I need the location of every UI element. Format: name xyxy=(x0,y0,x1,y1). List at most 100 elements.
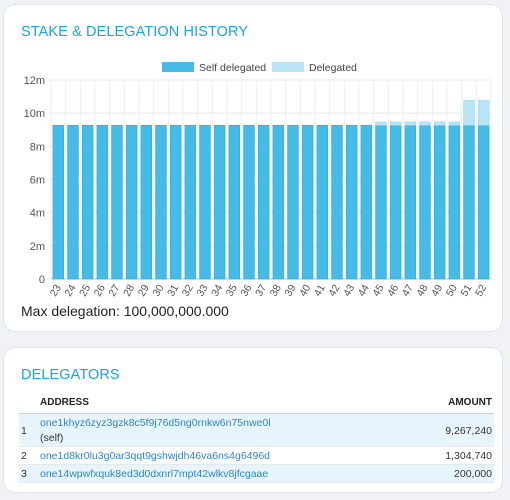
x-tick-label: 41 xyxy=(312,282,328,298)
x-tick-label: 34 xyxy=(209,282,225,298)
max-delegation-label: Max delegation: xyxy=(21,303,120,319)
bar-delegated xyxy=(433,121,446,126)
bar-self-delegated xyxy=(316,124,329,280)
x-tick-label: 31 xyxy=(165,282,181,298)
address-column-header: ADDRESS xyxy=(40,397,89,408)
x-tick-label: 23 xyxy=(48,282,64,298)
x-tick-label: 52 xyxy=(473,282,489,298)
x-tick-label: 42 xyxy=(326,282,342,298)
table-row: 1 one1khyz6zyz3gzk8c5f9j76d5ng0rnkw6n75n… xyxy=(19,414,494,447)
bar-self-delegated xyxy=(375,124,387,280)
y-tick-label: 6m xyxy=(30,175,45,187)
y-tick-label: 12m xyxy=(24,75,45,87)
x-tick-label: 37 xyxy=(253,282,269,298)
legend-label-self-delegated: Self delegated xyxy=(199,62,266,74)
bar-self-delegated xyxy=(52,124,65,280)
bar-self-delegated xyxy=(360,124,373,280)
x-tick-label: 29 xyxy=(136,282,152,298)
stake-history-card: STAKE & DELEGATION HISTORY 0 2m 4m 6m 8m 10m 1… xyxy=(3,4,503,332)
bar-self-delegated xyxy=(96,124,109,280)
legend-swatch-self-delegated xyxy=(162,62,194,72)
bar-self-delegated xyxy=(301,124,314,280)
amount-column-header: AMOUNT xyxy=(448,397,492,408)
delegator-amount: 200,000 xyxy=(454,468,492,480)
x-tick-label: 30 xyxy=(150,282,166,298)
bar-self-delegated xyxy=(140,124,153,280)
x-tick-label: 49 xyxy=(429,282,445,298)
y-tick-label: 0 xyxy=(39,274,45,286)
x-tick-label: 50 xyxy=(444,282,460,298)
bar-delegated xyxy=(375,121,387,126)
y-tick-label: 10m xyxy=(24,108,45,120)
x-tick-label: 25 xyxy=(77,282,93,298)
bar-self-delegated xyxy=(257,124,270,280)
row-index: 3 xyxy=(21,468,27,480)
row-index: 2 xyxy=(21,450,27,462)
x-tick-label: 28 xyxy=(121,282,137,298)
x-tick-label: 26 xyxy=(92,282,108,298)
bar-self-delegated xyxy=(404,124,417,280)
bar-self-delegated xyxy=(433,124,446,280)
x-tick-label: 51 xyxy=(458,282,474,298)
x-tick-label: 43 xyxy=(341,282,357,298)
delegator-address-link[interactable]: one1d8kr0lu3g0ar3qqt9gshwjdh46va6ns4g649… xyxy=(40,450,271,462)
y-tick-label: 8m xyxy=(30,141,45,153)
x-tick-label: 46 xyxy=(385,282,401,298)
bar-self-delegated xyxy=(213,124,226,280)
bar-self-delegated xyxy=(199,124,211,280)
legend-label-delegated: Delegated xyxy=(309,62,357,74)
y-tick-label: 2m xyxy=(30,241,45,253)
x-tick-label: 36 xyxy=(238,282,254,298)
y-tick-label: 4m xyxy=(30,208,45,220)
bar-self-delegated xyxy=(155,124,167,280)
x-tick-label: 40 xyxy=(297,282,313,298)
x-tick-label: 39 xyxy=(282,282,298,298)
bar-self-delegated xyxy=(111,124,123,280)
bar-self-delegated xyxy=(272,124,285,280)
legend-swatch-delegated xyxy=(272,62,304,72)
x-tick-label: 45 xyxy=(370,282,386,298)
bar-self-delegated xyxy=(448,124,461,280)
x-tick-label: 35 xyxy=(224,282,240,298)
table-row: 3 one14wpwfxquk8ed3d0dxnrl7mpt42wlkv8jfc… xyxy=(19,465,494,483)
bar-self-delegated xyxy=(243,124,255,280)
bar-self-delegated xyxy=(228,124,241,280)
bar-delegated xyxy=(419,121,431,126)
table-row: 2 one1d8kr0lu3g0ar3qqt9gshwjdh46va6ns4g6… xyxy=(19,447,494,465)
delegators-title: DELEGATORS xyxy=(21,367,120,383)
x-tick-label: 27 xyxy=(106,282,122,298)
bar-delegated xyxy=(404,121,417,126)
delegator-address-link[interactable]: one1khyz6zyz3gzk8c5f9j76d5ng0rnkw6n75nwe… xyxy=(40,417,271,429)
bar-self-delegated xyxy=(169,124,182,280)
bar-self-delegated xyxy=(81,124,94,280)
x-tick-label: 44 xyxy=(356,282,372,298)
bar-self-delegated xyxy=(389,124,402,280)
bar-delegated xyxy=(463,100,475,126)
delegators-card: DELEGATORS ADDRESS AMOUNT 1 one1khyz6zyz… xyxy=(3,347,503,493)
bar-self-delegated xyxy=(419,124,431,280)
table-header: ADDRESS AMOUNT xyxy=(19,395,494,414)
max-delegation-value: 100,000,000.000 xyxy=(123,303,229,319)
bar-self-delegated xyxy=(345,124,358,280)
row-index: 1 xyxy=(21,425,27,437)
bar-self-delegated xyxy=(477,124,490,280)
delegator-amount: 1,304,740 xyxy=(445,450,492,462)
bar-self-delegated xyxy=(287,124,299,280)
bar-self-delegated xyxy=(463,124,475,280)
stake-history-title: STAKE & DELEGATION HISTORY xyxy=(21,24,249,40)
x-tick-label: 32 xyxy=(180,282,196,298)
bar-self-delegated xyxy=(184,124,197,280)
stake-history-chart: 02m4m6m8m10m12m2324252627282930313233343… xyxy=(24,62,492,299)
delegator-address-link[interactable]: one14wpwfxquk8ed3d0dxnrl7mpt42wlkv8jfcga… xyxy=(40,468,269,480)
max-delegation: Max delegation: 100,000,000.000 xyxy=(21,303,229,319)
bar-delegated xyxy=(448,121,461,126)
bar-self-delegated xyxy=(125,124,138,280)
bar-delegated xyxy=(389,121,402,126)
bar-self-delegated xyxy=(331,124,343,280)
x-tick-label: 38 xyxy=(268,282,284,298)
delegators-table: ADDRESS AMOUNT 1 one1khyz6zyz3gzk8c5f9j7… xyxy=(19,395,494,483)
x-tick-label: 33 xyxy=(194,282,210,298)
delegator-amount: 9,267,240 xyxy=(445,425,492,437)
bar-delegated xyxy=(477,100,490,126)
bar-self-delegated xyxy=(67,124,79,280)
